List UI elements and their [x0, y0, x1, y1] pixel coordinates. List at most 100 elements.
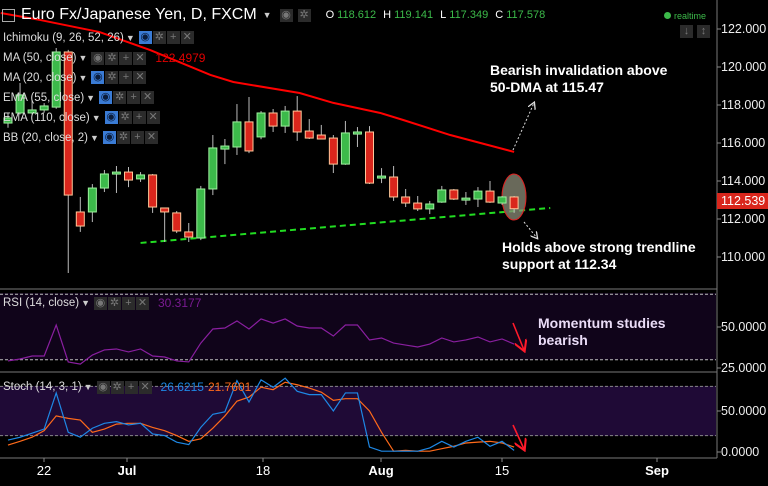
- candle: [413, 196, 423, 212]
- chevron-down-icon[interactable]: ▼: [86, 92, 96, 103]
- visibility-icon[interactable]: ◉: [96, 380, 110, 394]
- axis-tick-label: 112.000: [721, 212, 766, 226]
- gear-icon[interactable]: ✲: [152, 31, 166, 44]
- gear-icon[interactable]: ✲: [118, 111, 132, 124]
- indicator-label[interactable]: BB (20, close, 2): [3, 131, 89, 144]
- candle-body: [389, 176, 399, 198]
- visibility-icon[interactable]: ◉: [102, 131, 116, 144]
- chevron-down-icon[interactable]: ▼: [81, 298, 90, 308]
- close-icon[interactable]: ✕: [133, 51, 147, 65]
- candle: [39, 103, 49, 113]
- indicator-label[interactable]: MA (20, close): [3, 71, 77, 84]
- high-value: 119.141: [394, 9, 434, 21]
- add-icon[interactable]: +: [121, 296, 135, 310]
- visibility-icon[interactable]: ◉: [104, 111, 118, 124]
- close-icon[interactable]: ✕: [180, 31, 194, 44]
- candle-body: [461, 197, 471, 201]
- symbol-title[interactable]: Euro Fx/Japanese Yen, D, FXCM: [21, 6, 257, 23]
- close-icon[interactable]: ✕: [146, 111, 160, 124]
- ma50-line: [0, 12, 515, 153]
- candle: [316, 124, 326, 140]
- candle: [461, 192, 471, 205]
- close-icon[interactable]: ✕: [135, 296, 149, 310]
- candle: [437, 185, 447, 203]
- annotation-holds: Holds above strong trendline support at …: [502, 239, 696, 273]
- status-text: realtime: [674, 11, 707, 21]
- candle: [328, 135, 338, 174]
- chevron-down-icon[interactable]: ▼: [78, 53, 88, 63]
- indicator-legend: MA (50, close) ▼ ◉ ✲ + ✕ 122.4979: [3, 51, 205, 65]
- candle: [15, 82, 25, 115]
- date-tick-label: 15: [494, 463, 510, 478]
- add-icon[interactable]: +: [166, 31, 180, 44]
- visibility-icon[interactable]: ◉: [279, 8, 293, 22]
- candle: [196, 185, 206, 241]
- stoch-label[interactable]: Stoch (14, 3, 1): [3, 381, 82, 393]
- indicator-label[interactable]: Ichimoku (9, 26, 52, 26): [3, 31, 124, 44]
- candle: [172, 211, 182, 234]
- candle-body: [425, 203, 435, 210]
- close-label: C: [495, 9, 504, 21]
- candle-body: [244, 121, 254, 152]
- arrow-down-icon[interactable]: ↓: [680, 25, 693, 38]
- rsi-line: [7, 318, 515, 365]
- collapse-icon[interactable]: [2, 8, 15, 22]
- visibility-icon[interactable]: ◉: [93, 296, 107, 310]
- candle-body: [437, 189, 447, 203]
- candle: [184, 222, 194, 242]
- close-icon[interactable]: ✕: [133, 71, 147, 84]
- candle-body: [256, 112, 266, 138]
- rsi-label[interactable]: RSI (14, close): [3, 297, 80, 309]
- visibility-icon[interactable]: ◉: [99, 91, 113, 104]
- indicator-label[interactable]: MA (50, close): [3, 52, 77, 64]
- gear-icon[interactable]: ✲: [105, 51, 119, 65]
- add-icon[interactable]: +: [119, 51, 133, 65]
- arrow-updown-icon[interactable]: ↕: [697, 25, 710, 38]
- candle-body: [87, 187, 97, 213]
- visibility-icon[interactable]: ◉: [138, 31, 152, 44]
- candle-body: [220, 145, 230, 150]
- indicator-value: 122.4979: [155, 51, 206, 65]
- chevron-down-icon[interactable]: ▼: [125, 32, 135, 43]
- open-value: 118.612: [337, 9, 377, 21]
- add-icon[interactable]: +: [127, 91, 141, 104]
- chevron-down-icon[interactable]: ▼: [91, 112, 101, 123]
- visibility-icon[interactable]: ◉: [91, 71, 105, 84]
- candle-body: [172, 212, 182, 232]
- add-icon[interactable]: +: [132, 111, 146, 124]
- candle: [425, 200, 435, 215]
- candle-body: [208, 147, 218, 190]
- last-price-tag: 112.539: [717, 193, 768, 209]
- close-icon[interactable]: ✕: [138, 380, 152, 394]
- close-icon[interactable]: ✕: [141, 91, 155, 104]
- axis-tick-label: 114.000: [721, 174, 766, 188]
- add-icon[interactable]: +: [130, 131, 144, 144]
- gear-icon[interactable]: ✲: [297, 8, 311, 22]
- indicator-label[interactable]: EMA (110, close): [3, 111, 90, 124]
- close-value: 117.578: [506, 9, 546, 21]
- add-icon[interactable]: +: [124, 380, 138, 394]
- close-icon[interactable]: ✕: [144, 131, 158, 144]
- gear-icon[interactable]: ✲: [107, 296, 121, 310]
- visibility-icon[interactable]: ◉: [91, 51, 105, 65]
- candle-body: [232, 121, 242, 148]
- chevron-down-icon[interactable]: ▼: [262, 10, 272, 20]
- gear-icon[interactable]: ✲: [116, 131, 130, 144]
- candle: [244, 97, 254, 154]
- candle-body: [148, 174, 158, 208]
- indicator-label[interactable]: EMA (55, close): [3, 91, 85, 104]
- candle: [160, 207, 170, 242]
- stoch-legend: Stoch (14, 3, 1) ▼ ◉ ✲ + ✕ 26.6215 21.7601: [3, 380, 251, 394]
- chevron-down-icon[interactable]: ▼: [78, 72, 88, 83]
- low-label: L: [440, 9, 447, 21]
- chevron-down-icon[interactable]: ▼: [90, 132, 99, 143]
- gear-icon[interactable]: ✲: [113, 91, 127, 104]
- candle: [449, 188, 459, 200]
- chevron-down-icon[interactable]: ▼: [83, 382, 93, 392]
- gear-icon[interactable]: ✲: [105, 71, 119, 84]
- add-icon[interactable]: +: [119, 71, 133, 84]
- candle-body: [196, 188, 206, 239]
- gear-icon[interactable]: ✲: [110, 380, 124, 394]
